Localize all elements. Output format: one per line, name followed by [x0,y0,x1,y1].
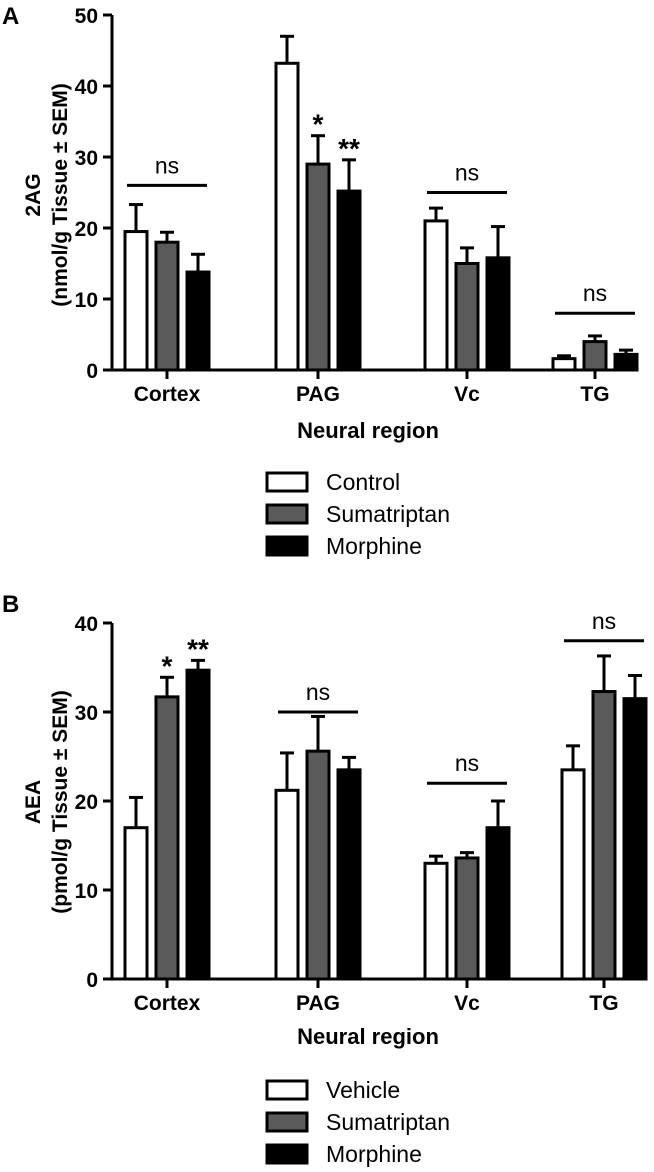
legend-swatch-a-1 [265,503,309,525]
y-axis-title-a-line1: 2AG [22,173,45,216]
bar-a-2-2 [485,256,511,372]
legend-label-a-2: Morphine [326,533,422,559]
x-tick-label-a-0: Cortex [134,383,201,406]
x-axis-title-a: Neural region [297,418,439,443]
ns-label-b-3: ns [455,750,479,776]
y-tick-label-a-0: 0 [86,360,98,383]
x-axis-title-b: Neural region [297,1024,439,1049]
legend-a: Control Sumatriptan Morphine [265,469,450,559]
x-tick-label-b-3: TG [589,992,618,1015]
x-tick-label-b-2: Vc [454,992,480,1015]
y-tick-label-b-3: 30 [75,702,98,725]
ns-label-b-4: ns [592,608,616,634]
bar-b-3-2 [622,697,648,981]
bar-a-3-0 [551,357,577,372]
bar-b-0-1 [154,695,180,981]
bar-b-3-0 [560,768,586,981]
bar-b-2-2 [485,826,511,981]
sig-star-a-2: ** [338,133,360,164]
bar-b-2-1 [454,856,480,981]
y-tick-label-b-4: 40 [75,613,98,636]
y-axis-title-a-line2: (nmol/g Tissue ± SEM) [49,83,72,307]
sig-star-b-0: * [162,650,173,681]
bar-a-1-0 [274,61,300,372]
y-tick-label-b-1: 10 [75,880,98,903]
legend-label-a-0: Control [326,469,400,495]
y-tick-label-a-3: 30 [75,147,98,170]
legend-swatch-b-1 [265,1111,309,1133]
sig-star-a-1: * [313,109,324,140]
bar-b-1-0 [274,788,300,981]
legend-swatch-a-0 [265,471,309,493]
legend-swatch-b-2 [265,1143,309,1165]
y-axis-title-b-line1: AEA [22,780,45,824]
bar-a-1-1 [305,162,331,372]
y-tick-label-b-2: 20 [75,791,98,814]
sig-star-b-1: ** [187,633,209,664]
x-tick-label-b-1: PAG [296,992,340,1015]
legend-label-b-1: Sumatriptan [326,1109,450,1135]
ns-label-b-2: ns [306,679,330,705]
bar-b-0-0 [123,826,149,981]
y-tick-label-a-2: 20 [75,218,98,241]
y-tick-label-a-4: 40 [75,76,98,99]
bar-b-3-1 [591,690,617,981]
y-tick-label-b-0: 0 [86,969,98,992]
legend-label-b-2: Morphine [326,1141,422,1167]
legend-b: Vehicle Sumatriptan Morphine [265,1077,450,1167]
bar-a-0-1 [154,240,180,372]
ns-label-a-3: ns [455,160,479,186]
legend-label-b-0: Vehicle [326,1077,400,1103]
bar-a-1-2 [336,189,362,372]
legend-swatch-a-2 [265,535,309,557]
bar-b-1-2 [336,768,362,981]
panel-label-b: B [2,591,19,618]
legend-swatch-b-0 [265,1079,309,1101]
bar-b-0-2 [185,668,211,981]
bar-a-2-1 [454,262,480,372]
y-tick-label-a-5: 50 [75,5,98,28]
bar-a-2-0 [423,219,449,372]
panel-label-a: A [2,3,19,30]
x-tick-label-b-0: Cortex [134,992,201,1015]
x-tick-label-a-2: Vc [454,383,480,406]
legend-label-a-1: Sumatriptan [326,501,450,527]
ns-label-a-0: ns [155,152,179,178]
ns-label-a-4: ns [583,280,607,306]
bar-a-0-0 [123,230,149,372]
x-tick-label-a-3: TG [580,383,609,406]
bar-b-2-0 [423,861,449,981]
bar-b-1-1 [305,749,331,981]
x-tick-label-a-1: PAG [296,383,340,406]
bar-a-3-1 [582,340,608,372]
bar-a-0-2 [185,270,211,372]
y-axis-title-b-line2: (pmol/g Tissue ± SEM) [49,690,72,914]
bar-a-3-2 [613,352,639,372]
y-tick-label-a-1: 10 [75,289,98,312]
